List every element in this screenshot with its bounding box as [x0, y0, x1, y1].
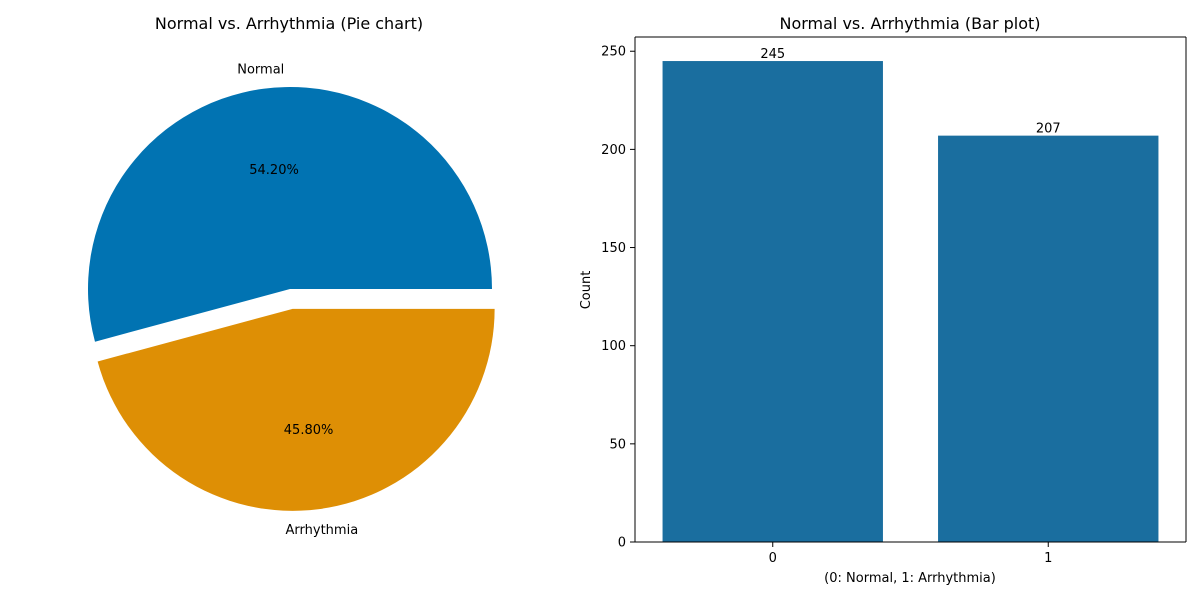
x-tick-label-0: 0	[769, 551, 777, 566]
y-tick-label-200: 200	[601, 143, 626, 158]
bar-chart-title: Normal vs. Arrhythmia (Bar plot)	[779, 14, 1040, 33]
x-tick-label-1: 1	[1044, 551, 1052, 566]
y-tick-label-250: 250	[601, 45, 626, 60]
bar-value-labels: 245 207	[760, 47, 1060, 137]
x-axis-label: (0: Normal, 1: Arrhythmia)	[824, 571, 996, 586]
pie-label-normal: Normal	[237, 63, 284, 78]
bar-axes	[634, 36, 1187, 543]
pie-chart-title: Normal vs. Arrhythmia (Pie chart)	[155, 14, 423, 33]
pie-chart: Normal vs. Arrhythmia (Pie chart) Normal…	[87, 14, 495, 538]
y-tick-label-50: 50	[609, 437, 626, 452]
bar-0	[662, 61, 883, 543]
pie-labels: Normal 54.20% Arrhythmia 45.80%	[237, 63, 358, 538]
y-axis-ticks: 0 50 100 150 200 250	[601, 45, 635, 551]
pie-slice-normal	[87, 86, 492, 342]
bar-value-label-0: 245	[760, 47, 785, 62]
pie-slice-arrhythmia	[97, 308, 495, 511]
bar-value-label-1: 207	[1036, 122, 1061, 137]
pie-pct-normal: 54.20%	[249, 163, 299, 178]
bar-1	[938, 135, 1159, 542]
pie-label-arrhythmia: Arrhythmia	[286, 523, 359, 538]
y-tick-label-150: 150	[601, 241, 626, 256]
bar-chart: Normal vs. Arrhythmia (Bar plot) 245207 …	[579, 14, 1187, 586]
pie-slices	[87, 86, 495, 511]
bars	[662, 61, 1159, 543]
pie-pct-arrhythmia: 45.80%	[284, 423, 334, 438]
y-tick-label-0: 0	[618, 536, 626, 551]
y-tick-label-100: 100	[601, 339, 626, 354]
y-axis-label: Count	[579, 271, 594, 310]
